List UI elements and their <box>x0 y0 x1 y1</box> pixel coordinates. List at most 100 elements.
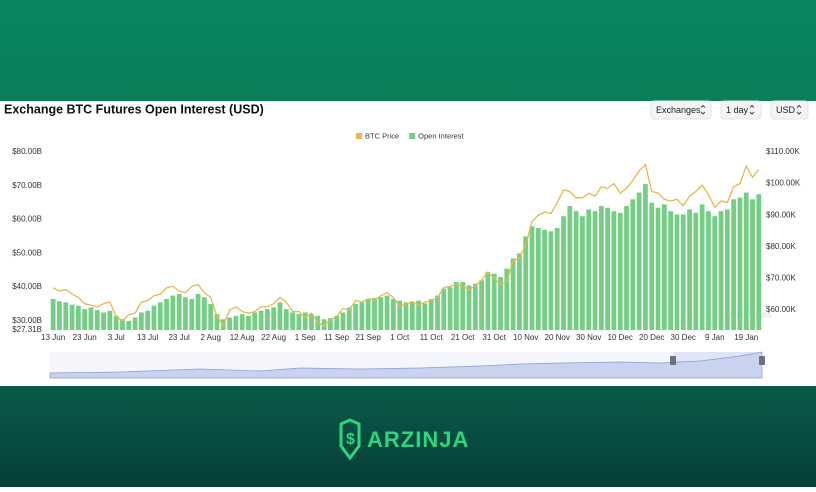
currency-select[interactable]: USD <box>770 100 809 120</box>
x-tick-label: 1 Oct <box>390 333 410 342</box>
y2-tick-label: $110.00K <box>766 147 800 156</box>
x-tick-label: 30 Nov <box>576 333 601 342</box>
bar <box>309 314 314 330</box>
bar <box>359 302 365 330</box>
bar <box>57 301 62 330</box>
bar <box>535 228 541 330</box>
bar <box>661 204 667 330</box>
bar <box>246 315 251 330</box>
x-tick-label: 30 Dec <box>671 333 696 342</box>
legend-label: BTC Price <box>365 131 399 140</box>
bar <box>561 216 566 330</box>
x-tick-label: 2 Aug <box>200 333 220 342</box>
bar <box>674 214 680 330</box>
bar <box>252 312 258 330</box>
bar <box>485 271 491 330</box>
bar <box>214 314 220 330</box>
bar <box>510 258 516 330</box>
bar <box>611 211 617 330</box>
legend-swatch <box>356 133 362 139</box>
bar <box>472 283 478 330</box>
bar <box>567 206 573 330</box>
bar <box>428 298 434 330</box>
bottom-band <box>0 386 816 487</box>
bar <box>138 312 144 330</box>
bar <box>649 202 655 330</box>
bar <box>170 295 176 330</box>
x-tick-label: 23 Jun <box>73 333 97 342</box>
bar <box>598 206 604 330</box>
bar <box>63 302 69 330</box>
x-tick-label: 21 Sep <box>356 333 382 342</box>
interval-select[interactable]: 1 day <box>720 100 762 120</box>
bar <box>718 211 724 330</box>
bar <box>189 298 195 330</box>
bar <box>491 273 497 330</box>
bar <box>517 253 522 330</box>
chevron <box>700 104 706 115</box>
bar <box>687 209 692 330</box>
bar <box>416 300 421 330</box>
legend-label: Open Interest <box>418 131 464 140</box>
bar <box>504 268 510 330</box>
logo-icon <box>339 418 361 461</box>
bar <box>290 312 295 330</box>
exchange-select[interactable]: Exchanges <box>650 100 712 120</box>
bar <box>283 309 289 330</box>
navigator-handle[interactable] <box>759 356 765 365</box>
bar <box>403 302 409 330</box>
bar <box>454 282 459 330</box>
chart-title: Exchange BTC Futures Open Interest (USD) <box>4 102 264 116</box>
navigator <box>49 351 765 379</box>
control-label: USD <box>776 105 796 115</box>
brand-name: ARZINJA <box>367 427 469 452</box>
y-tick-label: $70.00B <box>12 181 42 190</box>
navigator-handle[interactable] <box>670 356 676 365</box>
bar <box>479 280 485 330</box>
x-tick-label: 12 Aug <box>230 333 255 342</box>
bar <box>258 310 264 330</box>
bar <box>523 236 529 330</box>
x-tick-label: 1 Sep <box>295 333 316 342</box>
y-tick-label: $50.00B <box>12 248 42 257</box>
x-tick-label: 10 Nov <box>513 333 538 342</box>
bar <box>643 184 648 330</box>
bar <box>145 310 151 330</box>
legend-swatch <box>409 133 416 139</box>
logo: $ ARZINJA <box>339 418 469 461</box>
logo-icon-symbol: $ <box>346 431 355 448</box>
bar <box>346 307 352 330</box>
bar <box>239 314 245 330</box>
bar <box>391 298 396 330</box>
bar <box>264 309 270 330</box>
bar <box>107 310 113 330</box>
bar <box>680 214 686 330</box>
bar <box>208 304 214 330</box>
bar <box>321 319 327 330</box>
bar <box>164 298 169 330</box>
y2-tick-label: $80.00K <box>766 242 796 251</box>
y-tick-label: $40.00B <box>12 282 42 291</box>
bar <box>353 304 358 330</box>
x-tick-label: 31 Oct <box>482 333 506 342</box>
control-label: 1 day <box>726 105 749 115</box>
bar <box>88 307 94 330</box>
bar <box>151 305 157 330</box>
bar <box>334 315 340 330</box>
control-label: Exchanges <box>656 105 701 115</box>
bar <box>69 304 75 330</box>
bar <box>592 211 598 330</box>
bar <box>624 206 629 330</box>
bar <box>183 297 188 330</box>
bar <box>271 307 277 330</box>
bar <box>699 204 705 330</box>
bar <box>712 216 718 330</box>
bar <box>120 319 125 330</box>
y-tick-label: $60.00B <box>12 215 42 224</box>
bar <box>466 285 472 330</box>
bar <box>132 317 138 330</box>
y-tick-label: $30.00B <box>12 316 42 325</box>
bar <box>668 211 674 330</box>
y2-tick-label: $90.00K <box>766 210 796 219</box>
